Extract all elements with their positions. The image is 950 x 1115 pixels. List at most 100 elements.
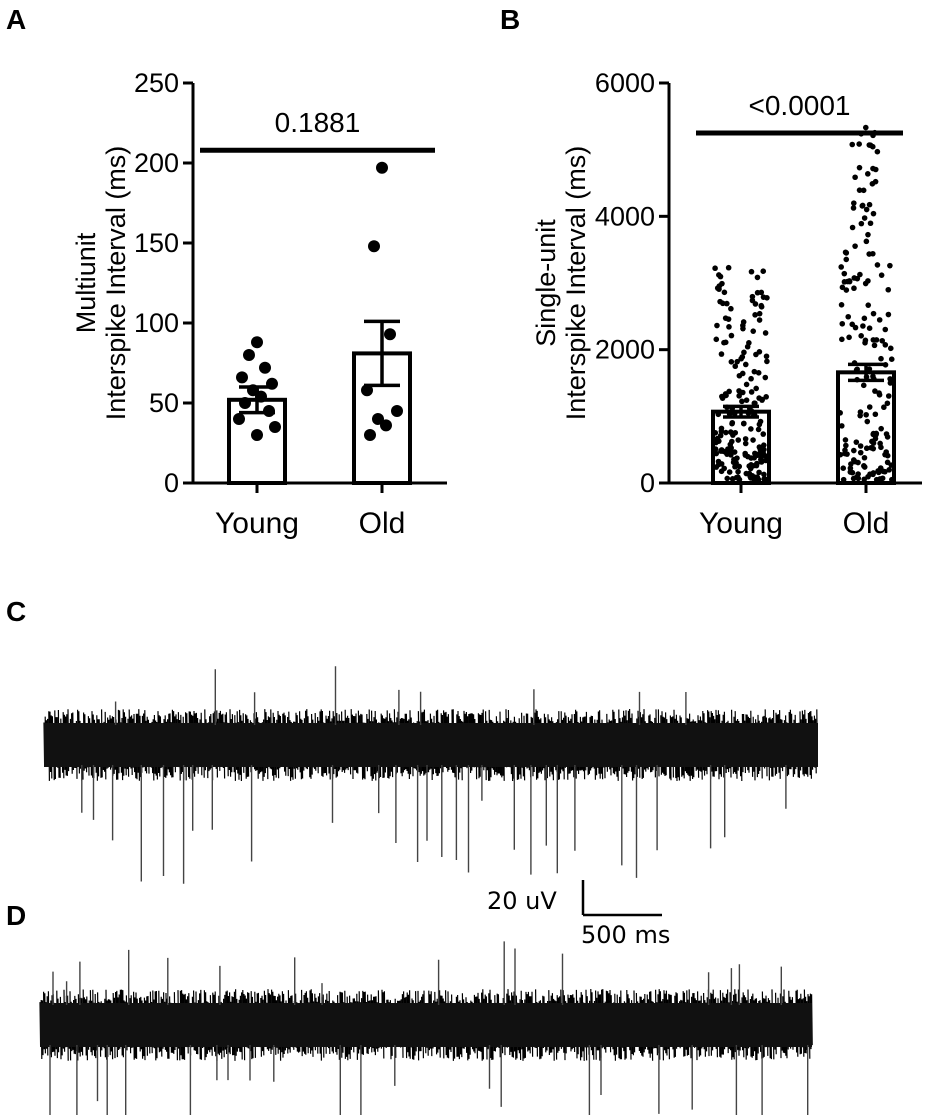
y-tick-label: 0 xyxy=(164,468,179,498)
data-point xyxy=(746,340,752,346)
data-point xyxy=(728,359,735,365)
data-point xyxy=(722,339,729,346)
data-point xyxy=(838,301,845,308)
data-point xyxy=(886,467,892,473)
data-point xyxy=(844,451,850,457)
data-point xyxy=(876,317,883,323)
data-point xyxy=(742,361,749,368)
trace-spikes xyxy=(81,666,787,884)
data-point xyxy=(742,450,748,457)
data-point xyxy=(859,202,866,209)
data-point xyxy=(763,353,770,360)
data-point xyxy=(259,361,271,374)
y-tick-label: 2000 xyxy=(595,335,655,365)
data-point xyxy=(842,249,849,256)
data-point xyxy=(877,440,883,447)
y-tick-label: 0 xyxy=(640,468,655,498)
data-point xyxy=(838,264,845,270)
y-axis-label: Single-unit xyxy=(531,219,561,347)
data-point xyxy=(729,438,735,445)
data-point xyxy=(856,141,862,147)
data-point xyxy=(884,400,891,407)
y-tick-label: 150 xyxy=(134,228,179,258)
significance-label: 0.1881 xyxy=(275,107,361,138)
data-point xyxy=(726,388,732,395)
data-point xyxy=(263,405,275,417)
data-point xyxy=(247,384,259,397)
data-point xyxy=(760,450,767,457)
data-point xyxy=(855,475,862,482)
data-point xyxy=(878,425,884,432)
data-point xyxy=(858,220,865,227)
data-point xyxy=(856,187,863,193)
data-point xyxy=(885,311,892,318)
data-point xyxy=(864,171,871,177)
data-point xyxy=(864,418,871,425)
data-point xyxy=(856,164,863,171)
data-point xyxy=(861,476,868,483)
data-point xyxy=(760,294,767,300)
data-point xyxy=(741,349,747,356)
data-point xyxy=(729,476,736,482)
chart-b: 0 2000 4000 6000 Single-unit Interspike Inter… xyxy=(531,68,922,540)
data-point xyxy=(861,315,868,322)
data-point xyxy=(866,366,873,372)
data-point xyxy=(762,457,769,464)
data-point xyxy=(843,442,849,449)
data-point xyxy=(752,450,758,457)
data-point xyxy=(851,200,857,206)
data-point xyxy=(860,382,867,389)
data-point xyxy=(236,371,248,384)
chart-a: 0 50 100 150 200 250 Multiunit Interspike Inter… xyxy=(71,68,447,540)
data-point xyxy=(361,384,373,397)
data-point xyxy=(857,409,864,415)
data-point xyxy=(728,332,735,339)
y-axis-label: Interspike Interval (ms) xyxy=(561,146,591,421)
data-point xyxy=(724,404,730,411)
data-point xyxy=(714,437,721,443)
data-point xyxy=(866,251,872,257)
data-point xyxy=(760,268,767,274)
data-point xyxy=(758,289,765,296)
data-point xyxy=(735,437,742,443)
data-point xyxy=(372,413,384,425)
data-point xyxy=(723,429,729,436)
significance-label: <0.0001 xyxy=(749,90,851,121)
data-point xyxy=(715,411,722,418)
data-point xyxy=(751,400,758,407)
data-point xyxy=(852,174,858,181)
data-point xyxy=(849,321,856,328)
data-point xyxy=(863,374,870,380)
data-point xyxy=(743,397,750,403)
trace-spikes xyxy=(49,941,809,1115)
data-point xyxy=(876,392,883,398)
data-point xyxy=(726,324,732,330)
data-point xyxy=(750,328,757,334)
data-point xyxy=(741,420,747,427)
data-point xyxy=(756,310,763,317)
data-point xyxy=(739,370,746,377)
data-point xyxy=(862,124,869,131)
data-point xyxy=(714,322,720,329)
data-point xyxy=(887,262,893,269)
data-point xyxy=(757,418,764,425)
trace-band xyxy=(44,723,818,767)
data-point xyxy=(748,426,754,432)
data-point xyxy=(243,349,255,361)
data-point xyxy=(884,459,891,466)
data-point xyxy=(853,439,860,445)
panel-label-d: D xyxy=(6,900,27,931)
data-point xyxy=(748,375,754,382)
data-point xyxy=(863,238,870,245)
data-point xyxy=(721,465,728,472)
data-point xyxy=(879,337,886,344)
y-tick-label: 4000 xyxy=(595,201,655,231)
data-point xyxy=(867,142,874,148)
data-point xyxy=(861,464,868,470)
data-point xyxy=(380,419,392,432)
data-point xyxy=(729,405,735,412)
data-point xyxy=(713,464,720,470)
data-point xyxy=(742,440,749,447)
data-point xyxy=(761,471,767,478)
scale-bar-voltage-label: 20 uV xyxy=(487,887,557,915)
